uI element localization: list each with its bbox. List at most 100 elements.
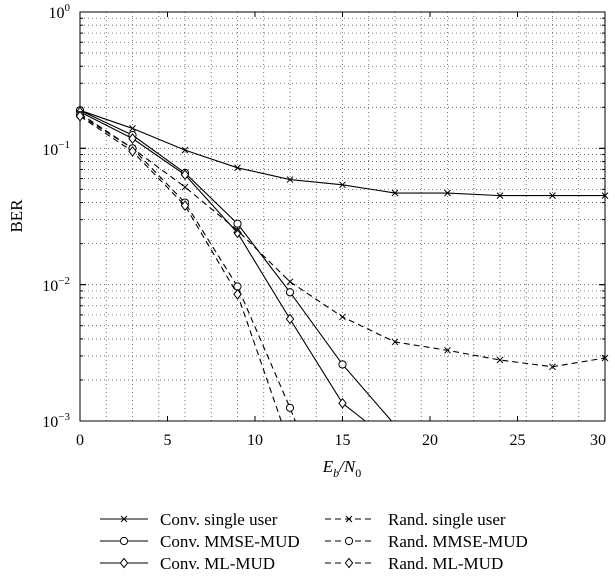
legend: Conv. single user Conv. MMSE-MUD Conv. ML-… [100, 510, 528, 573]
series-line [79, 114, 296, 422]
marker-stroke [181, 146, 189, 154]
marker-stroke [339, 181, 346, 189]
marker-stroke [549, 192, 556, 199]
data-point [339, 313, 346, 321]
data-point [233, 219, 242, 228]
marker-stroke [444, 346, 451, 354]
y-tick-labels: 100 10−1 10−2 10−3 [42, 2, 70, 431]
data-point [285, 288, 295, 297]
x-tick-label-25: 25 [510, 432, 526, 449]
marker-stroke [345, 515, 353, 523]
data-point [286, 278, 294, 286]
data-point [549, 192, 556, 199]
axis-ticks [79, 11, 606, 422]
series-line [79, 115, 282, 422]
series-5 [75, 110, 282, 422]
legend-label: Conv. ML-MUD [160, 554, 275, 573]
x-tick-label-10: 10 [247, 432, 263, 449]
marker-stroke [120, 515, 128, 523]
legend-marker [344, 557, 354, 569]
x-tick-label-20: 20 [422, 432, 438, 449]
x-tick-label-0: 0 [76, 432, 84, 449]
marker-stroke [496, 356, 504, 364]
data-point [549, 363, 556, 371]
legend-label: Conv. single user [160, 510, 278, 529]
legend-label: Rand. MMSE-MUD [388, 532, 528, 551]
series-1 [75, 106, 392, 422]
x-tick-labels: 0 5 10 15 20 25 30 [76, 432, 606, 449]
data-point [444, 346, 451, 354]
data-point [391, 189, 399, 197]
y-tick-label-1e-2: 10−2 [42, 275, 70, 295]
data-point [285, 313, 295, 325]
data-point [180, 169, 190, 181]
marker-stroke [286, 278, 294, 286]
data-point [75, 110, 85, 122]
data-point [234, 164, 241, 172]
data-point [496, 356, 504, 364]
data-point [601, 192, 609, 199]
marker-stroke [181, 183, 189, 191]
marker-stroke [234, 164, 241, 172]
legend-marker [345, 515, 353, 523]
data-point [601, 354, 609, 362]
legend-item: Rand. ML-MUD [325, 554, 503, 573]
legend-label: Rand. ML-MUD [388, 554, 503, 573]
data-point [181, 183, 189, 191]
marker-stroke [549, 363, 556, 371]
data-point [128, 145, 137, 157]
data-point [181, 146, 189, 154]
y-tick-label-1e-1: 10−1 [42, 139, 70, 159]
y-tick-label-1e-3: 10−3 [42, 411, 70, 431]
grid [80, 12, 605, 421]
legend-item: Conv. MMSE-MUD [100, 532, 300, 551]
data-point [180, 200, 190, 212]
marker-stroke [496, 192, 504, 199]
data-point [233, 288, 242, 300]
data-point [286, 176, 294, 183]
marker-stroke [601, 192, 609, 199]
legend-marker [344, 536, 354, 546]
legend-marker [119, 536, 129, 546]
legend-item: Rand. MMSE-MUD [325, 532, 528, 551]
data-point [338, 360, 347, 369]
series-0 [76, 106, 609, 199]
data-point [338, 397, 347, 409]
x-tick-label-5: 5 [164, 432, 172, 449]
legend-marker [119, 557, 129, 569]
data-point [129, 125, 136, 132]
legend-item: Rand. single user [325, 510, 506, 529]
data-point [234, 227, 241, 234]
x-axis-label: Eb/N0 [322, 457, 361, 480]
legend-label: Rand. single user [388, 510, 506, 529]
data-point [285, 403, 295, 412]
series-line [79, 111, 366, 422]
series-2 [75, 106, 366, 422]
marker-stroke [234, 227, 241, 234]
marker-stroke [129, 125, 136, 132]
marker-stroke [444, 189, 451, 197]
marker-stroke [286, 176, 294, 183]
marker-stroke [339, 313, 346, 321]
y-tick-label-1e0: 100 [49, 2, 71, 22]
legend-marker [120, 515, 128, 523]
x-tick-label-15: 15 [335, 432, 351, 449]
legend-item: Conv. ML-MUD [100, 554, 275, 573]
plot-series [75, 106, 609, 422]
legend-label: Conv. MMSE-MUD [160, 532, 300, 551]
marker-stroke [391, 338, 399, 346]
data-point [339, 181, 346, 189]
data-point [128, 133, 137, 144]
series-line [79, 109, 392, 422]
marker-stroke [601, 354, 609, 362]
series-4 [75, 111, 296, 422]
data-point [391, 338, 399, 346]
marker-stroke [391, 189, 399, 197]
y-axis-label: BER [7, 199, 26, 233]
legend-item: Conv. single user [100, 510, 278, 529]
data-point [496, 192, 504, 199]
x-tick-label-30: 30 [590, 432, 606, 449]
data-point [233, 227, 242, 239]
data-point [444, 189, 451, 197]
